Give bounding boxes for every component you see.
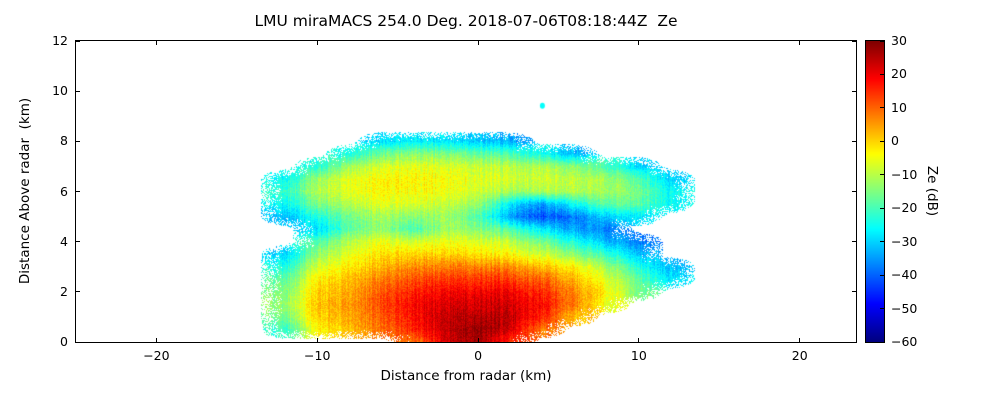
x-tick-mark-top [638,41,639,45]
y-tick-mark [76,91,80,92]
y-tick-mark-right [852,141,856,142]
colorbar-tick-mark [880,241,884,242]
plot-title: LMU miraMACS 254.0 Deg. 2018-07-06T08:18… [76,12,856,30]
colorbar-tick-mark [880,141,884,142]
y-tick-mark-right [852,191,856,192]
y-tick-mark [76,191,80,192]
colorbar-tick-mark [880,342,884,343]
radar-rhi-figure: LMU miraMACS 254.0 Deg. 2018-07-06T08:18… [0,0,1000,400]
x-axis-label: Distance from radar (km) [76,368,856,384]
y-tick-label: 2 [28,284,68,299]
y-tick-mark-right [852,91,856,92]
y-tick-mark-right [852,241,856,242]
y-tick-label: 12 [28,33,68,48]
colorbar-tick-mark [880,107,884,108]
x-tick-mark-top [478,41,479,45]
x-tick-mark-top [156,41,157,45]
colorbar-tick-label: 10 [891,100,935,115]
colorbar-tick-label: −20 [891,200,935,215]
x-tick-label: −20 [126,348,186,363]
y-tick-mark [76,342,80,343]
y-tick-mark-right [852,41,856,42]
y-tick-label: 0 [28,334,68,349]
y-tick-mark-right [852,342,856,343]
x-tick-mark-top [799,41,800,45]
colorbar-tick-label: −10 [891,167,935,182]
y-tick-mark [76,291,80,292]
colorbar-tick-mark [880,275,884,276]
colorbar-tick-mark [880,41,884,42]
y-tick-label: 8 [28,133,68,148]
colorbar [865,40,885,343]
x-tick-label: −10 [287,348,347,363]
y-tick-mark-right [852,291,856,292]
y-tick-mark [76,241,80,242]
reflectivity-heatmap-canvas [76,41,856,342]
colorbar-tick-label: 30 [891,33,935,48]
colorbar-tick-mark [880,208,884,209]
colorbar-gradient-canvas [866,41,884,342]
colorbar-tick-label: −40 [891,267,935,282]
x-tick-mark [478,338,479,342]
plot-area [75,40,857,343]
colorbar-tick-label: 0 [891,133,935,148]
colorbar-tick-mark [880,308,884,309]
colorbar-tick-mark [880,174,884,175]
colorbar-tick-label: −60 [891,334,935,349]
x-tick-mark [799,338,800,342]
colorbar-tick-mark [880,74,884,75]
y-tick-label: 10 [28,83,68,98]
x-tick-mark-top [317,41,318,45]
y-tick-mark [76,41,80,42]
x-tick-label: 20 [770,348,830,363]
x-tick-mark [156,338,157,342]
y-tick-label: 4 [28,234,68,249]
colorbar-tick-label: 20 [891,66,935,81]
x-tick-label: 0 [448,348,508,363]
x-tick-mark [638,338,639,342]
x-tick-mark [317,338,318,342]
y-tick-mark [76,141,80,142]
y-tick-label: 6 [28,184,68,199]
colorbar-tick-label: −30 [891,234,935,249]
x-tick-label: 10 [609,348,669,363]
colorbar-tick-label: −50 [891,301,935,316]
